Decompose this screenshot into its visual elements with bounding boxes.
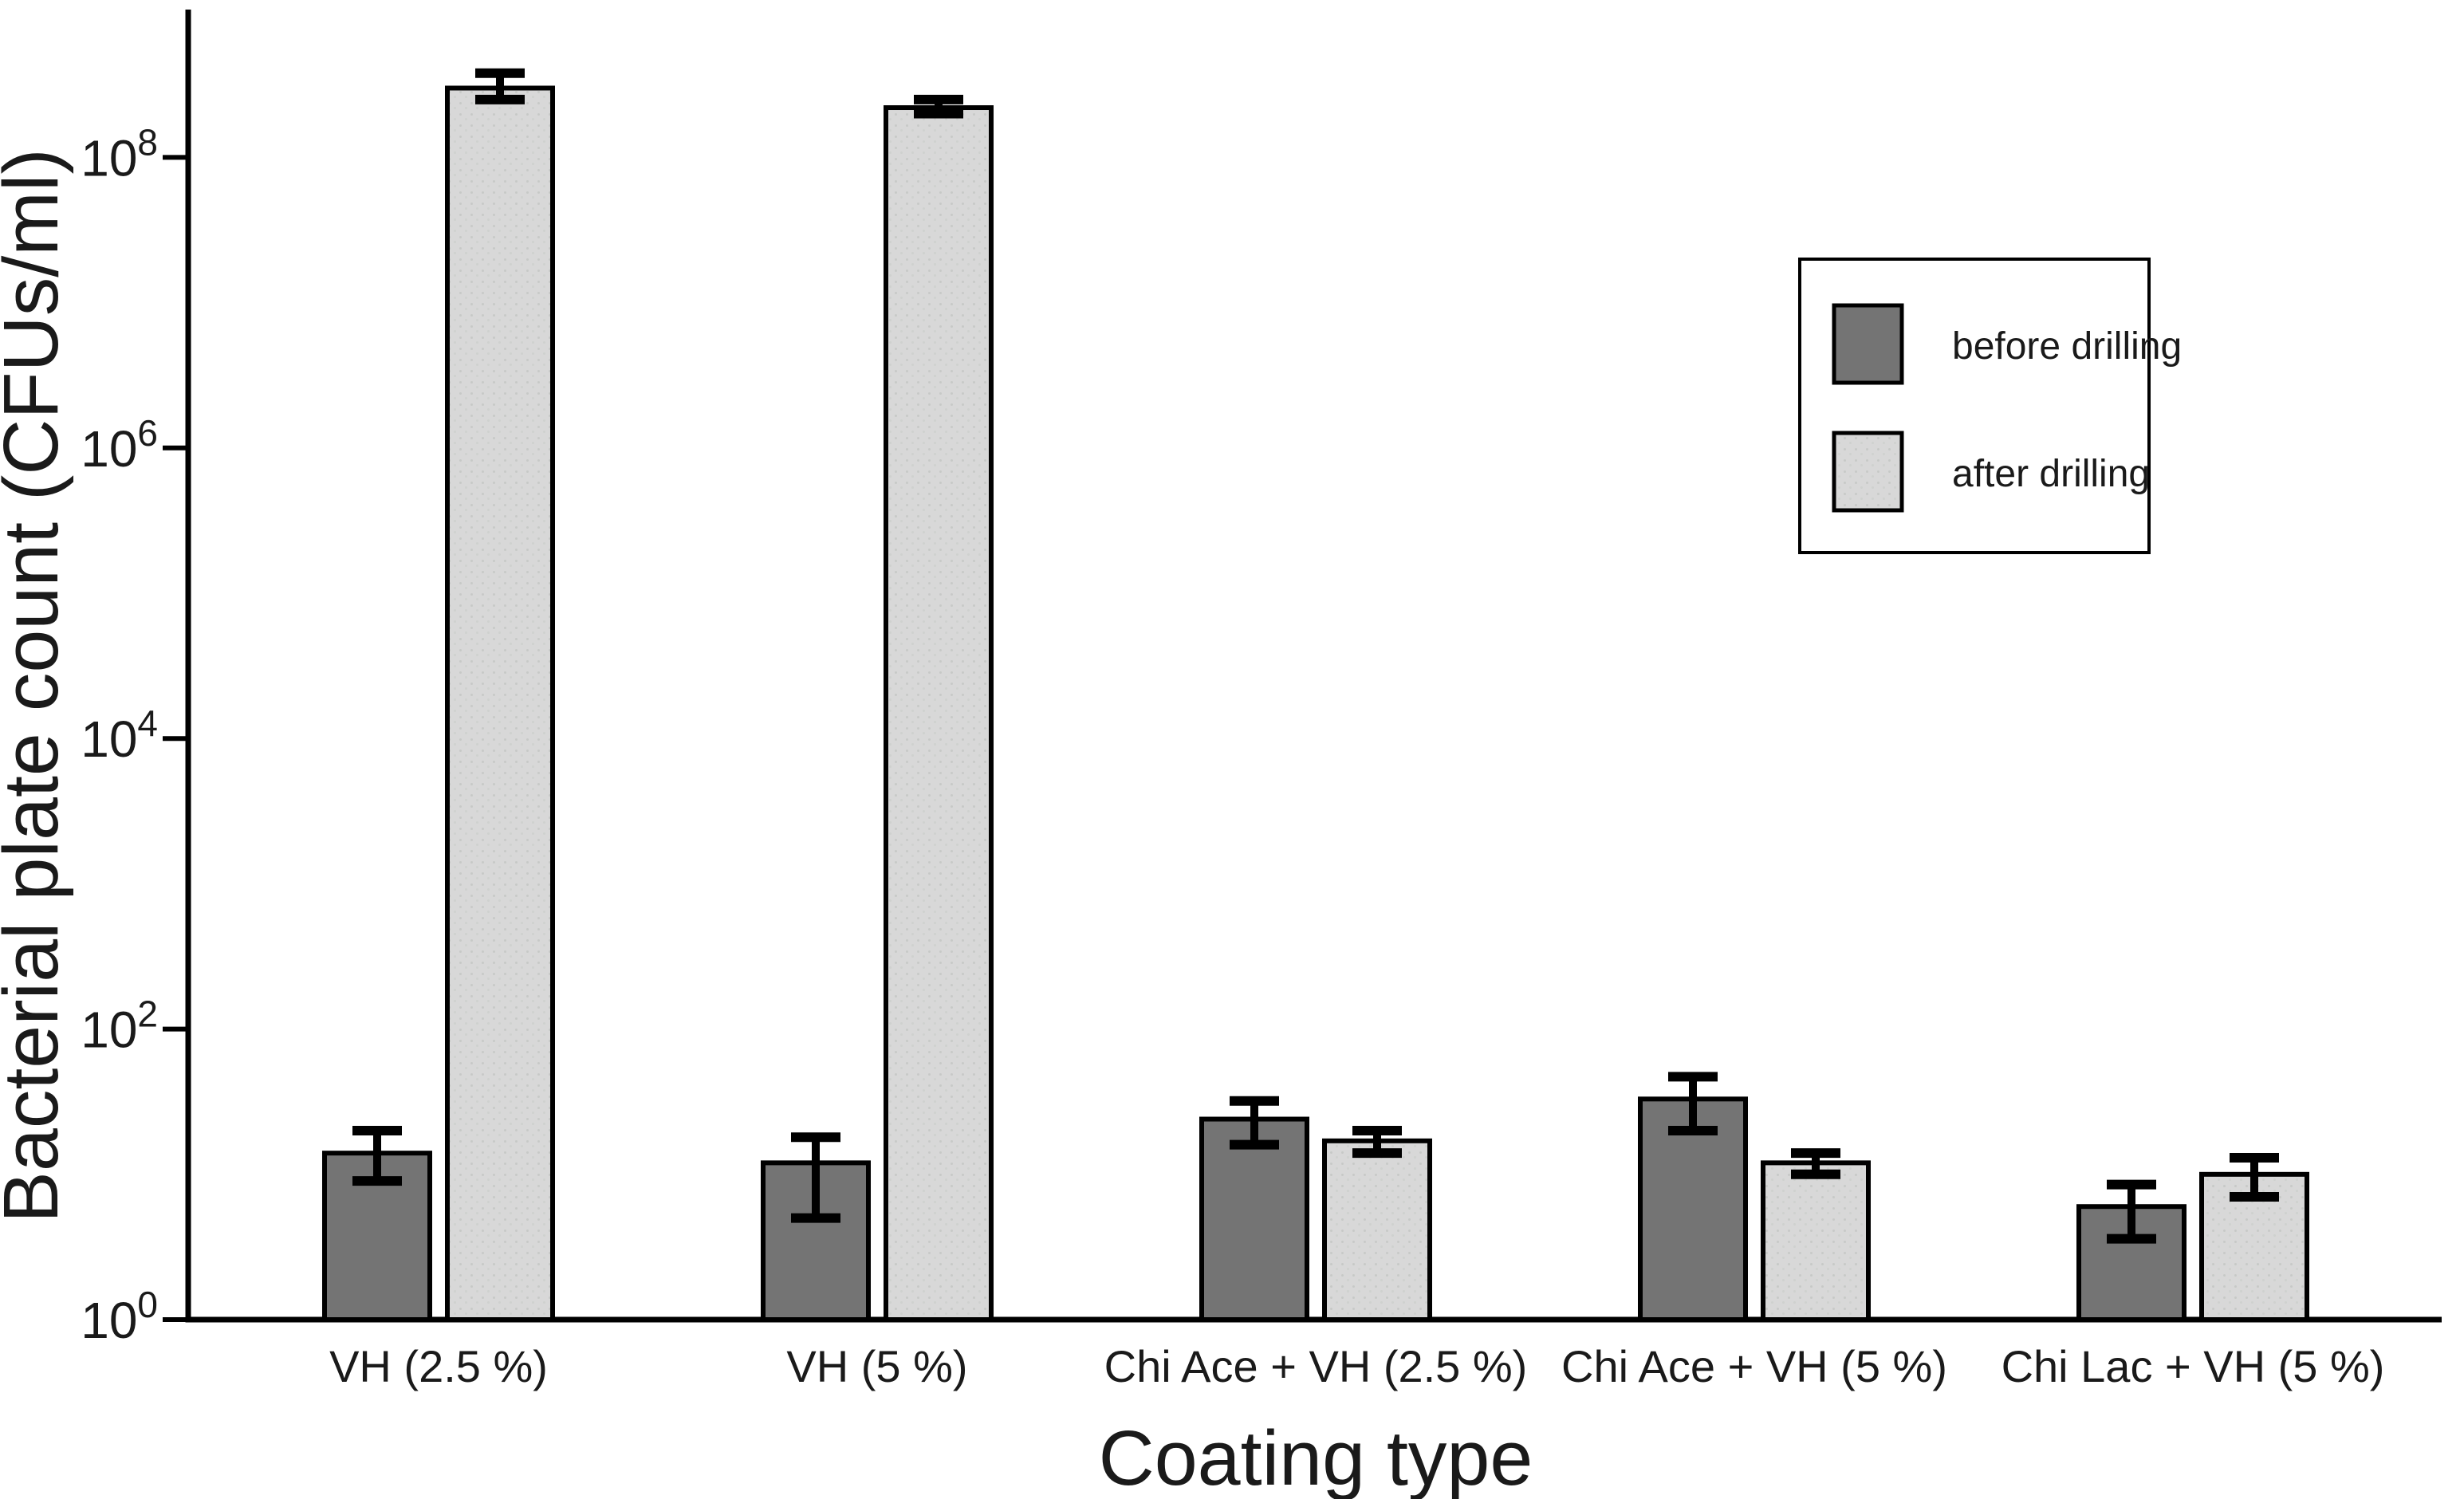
bar-after-drilling-vh-2.5 (445, 85, 555, 1322)
x-tick-label-chi-lac-vh-5: Chi Lac + VH (5 %) (2002, 1341, 2385, 1391)
bar-before-drilling-chi-ace-vh-2.5 (1199, 1116, 1309, 1322)
bar-after-drilling-chi-ace-vh-5 (1761, 1160, 1871, 1322)
legend-label-before-drilling: before drilling (1952, 325, 2182, 368)
y-tick-label-10e2: 102 (81, 993, 158, 1059)
legend: before drilling after drilling (1798, 258, 2182, 554)
bar-after-drilling-vh-5 (884, 105, 994, 1322)
y-tick-label-10e0: 100 (81, 1284, 158, 1349)
bar-after-drilling-chi-ace-vh-2.5 (1322, 1138, 1432, 1323)
error-bar-before-drilling-vh-5 (791, 1132, 840, 1223)
y-tick-label-10e4: 104 (81, 702, 158, 768)
legend-label-after-drilling: after drilling (1952, 453, 2150, 495)
x-axis-title: Coating type (1099, 1414, 1533, 1499)
error-bar-after-drilling-vh-5 (914, 94, 963, 119)
error-bar-after-drilling-vh-2.5 (475, 68, 525, 104)
error-bar-before-drilling-chi-lac-vh-5 (2107, 1179, 2156, 1244)
x-tick-label-chi-ace-vh-2.5: Chi Ace + VH (2.5 %) (1104, 1341, 1528, 1391)
y-tick-label-10e8: 108 (81, 121, 158, 187)
x-tick-label-vh-5: VH (5 %) (786, 1341, 967, 1391)
legend-swatch-before-drilling (1832, 303, 1904, 385)
error-bar-after-drilling-chi-ace-vh-5 (1791, 1148, 1840, 1179)
y-axis-title: Bacterial plate count (CFUs/ml) (0, 148, 74, 1223)
legend-swatch-after-drilling (1832, 431, 1904, 513)
error-bar-before-drilling-chi-ace-vh-2.5 (1230, 1096, 1279, 1150)
x-tick-label-vh-2.5: VH (2.5 %) (329, 1341, 548, 1391)
y-axis: 100 102 104 106 108 (81, 10, 191, 1349)
error-bar-before-drilling-vh-2.5 (352, 1125, 402, 1186)
x-tick-label-chi-ace-vh-5: Chi Ace + VH (5 %) (1561, 1341, 1947, 1391)
x-axis: VH (2.5 %) VH (5 %) Chi Ace + VH (2.5 %) Ch… (185, 1316, 2442, 1391)
error-bar-before-drilling-chi-ace-vh-5 (1668, 1072, 1718, 1135)
error-bar-after-drilling-chi-ace-vh-2.5 (1352, 1125, 1402, 1159)
bar-before-drilling-chi-ace-vh-5 (1638, 1096, 1748, 1323)
y-tick-label-10e6: 106 (81, 412, 158, 478)
error-bar-after-drilling-chi-lac-vh-5 (2230, 1153, 2279, 1202)
bars-group (322, 68, 2309, 1323)
